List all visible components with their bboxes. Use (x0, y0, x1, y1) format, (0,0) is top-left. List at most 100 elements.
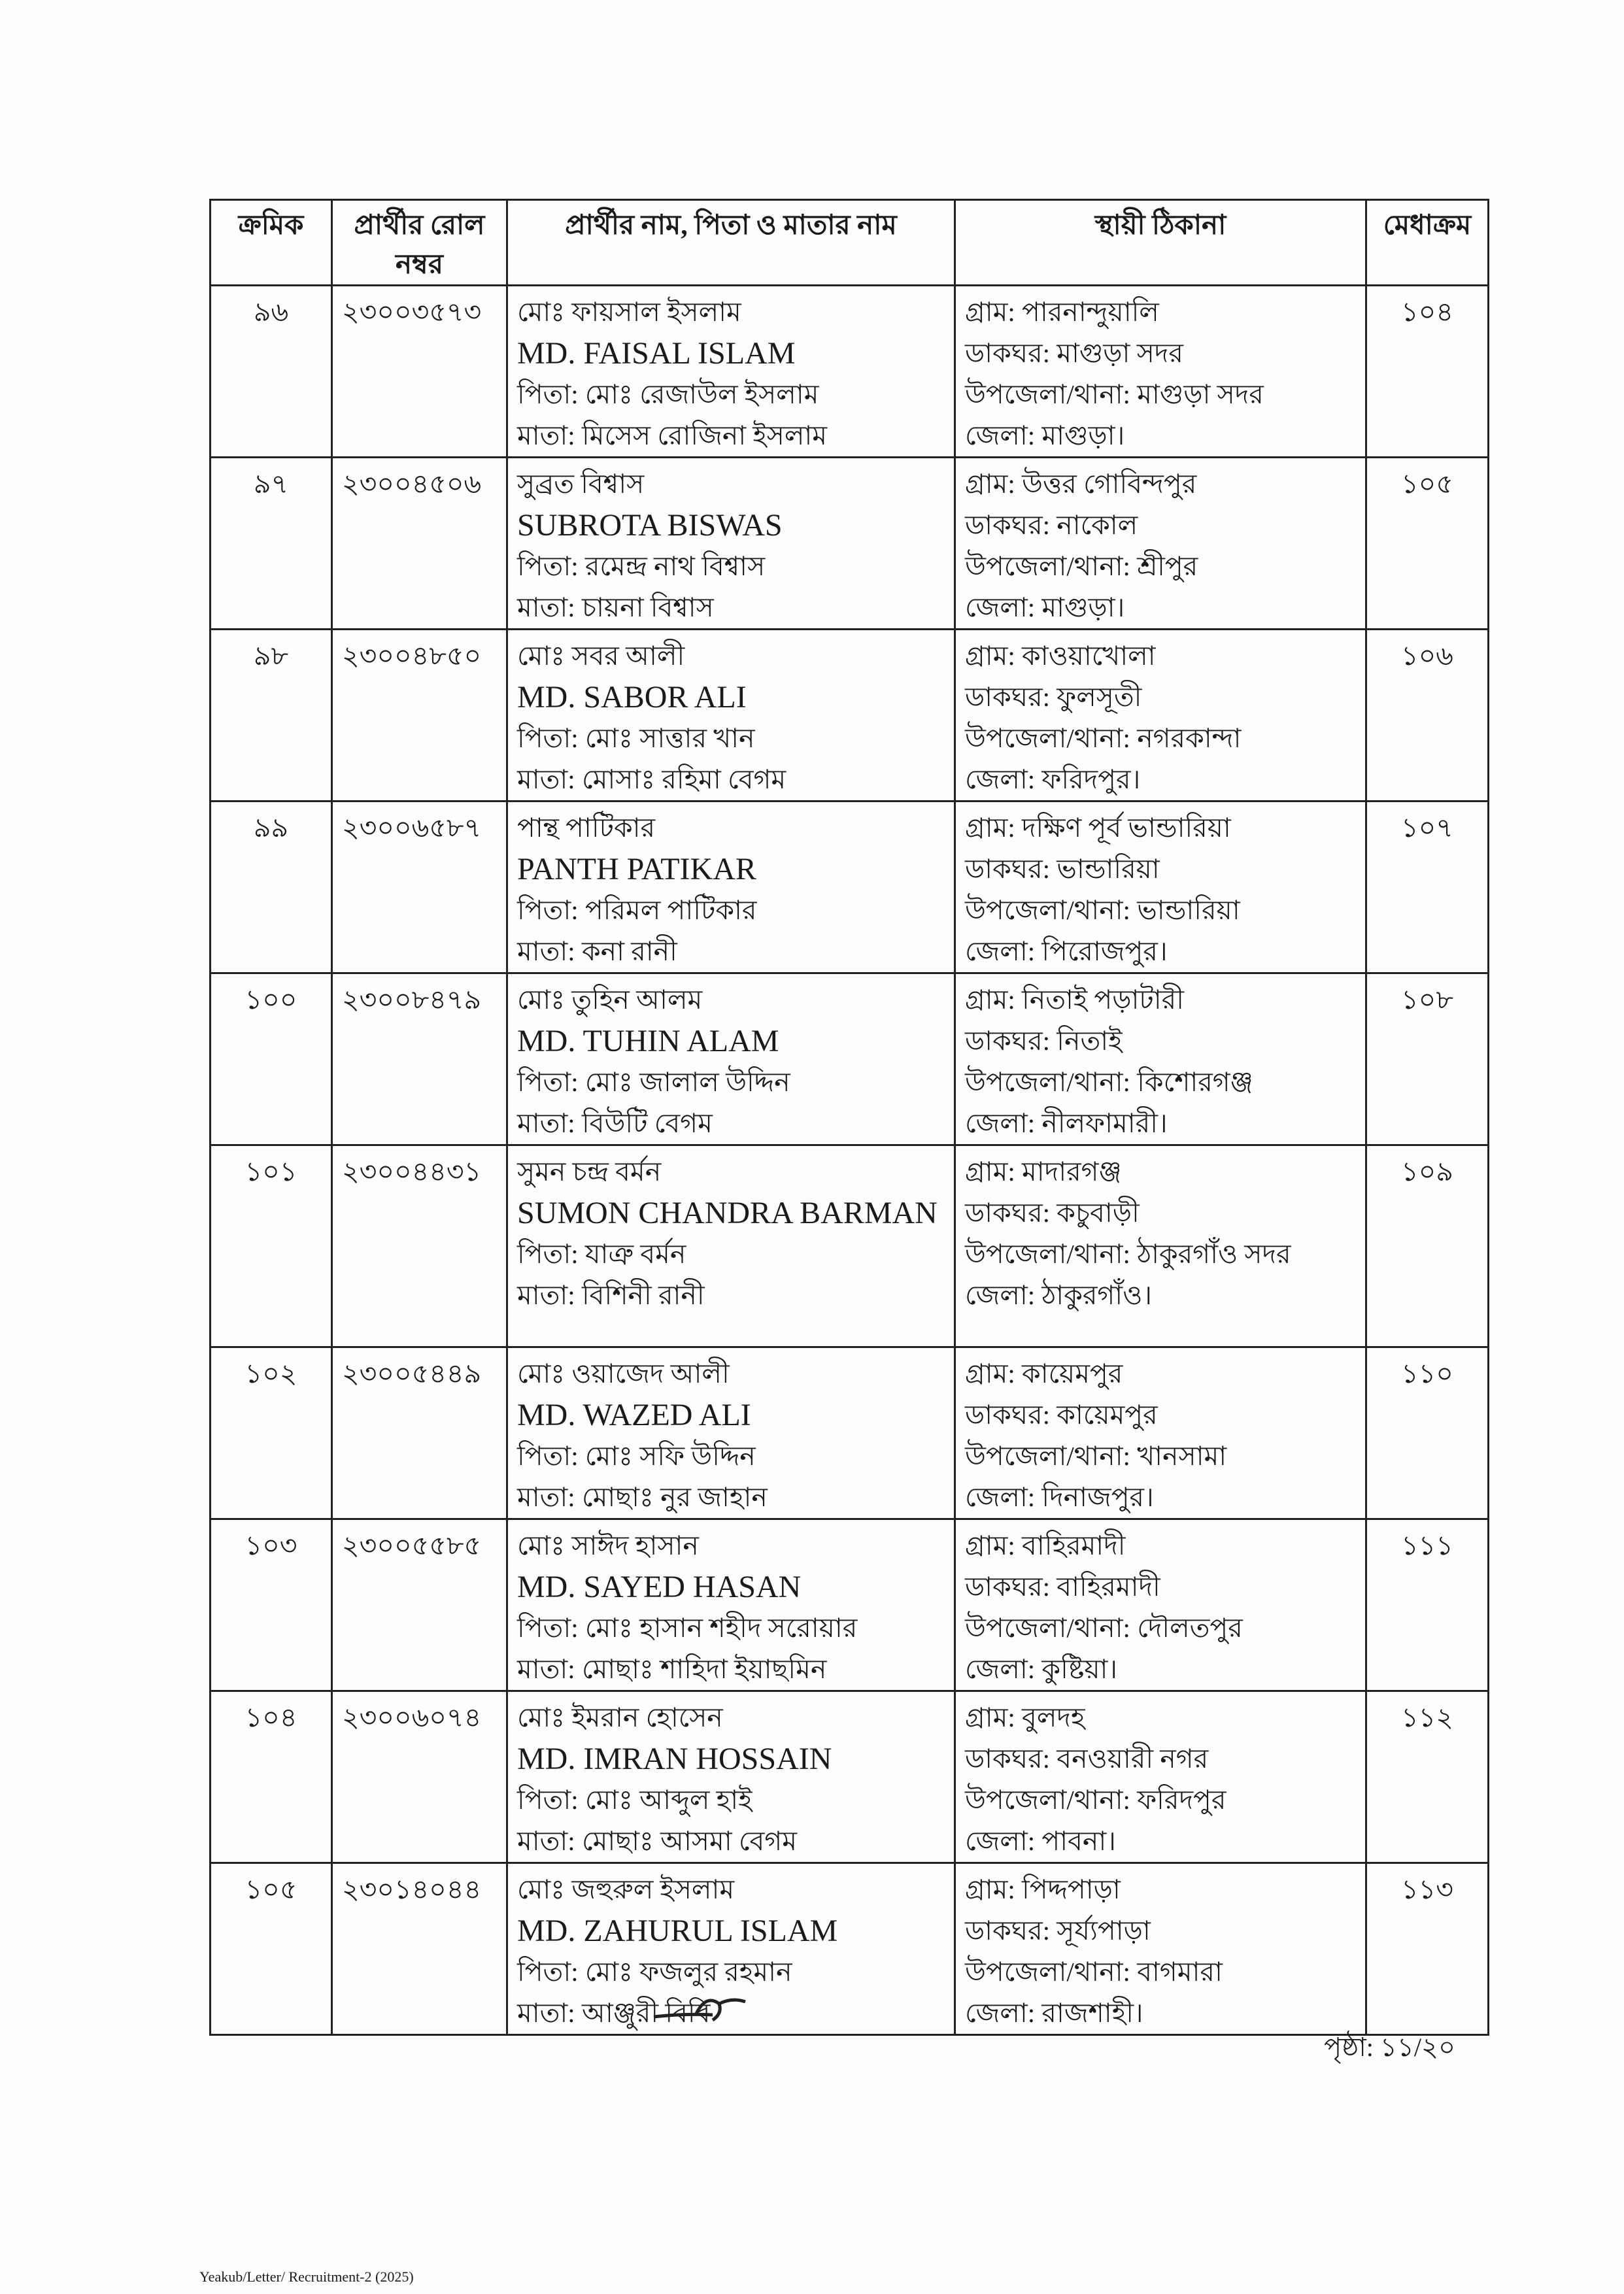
candidate-name-en: MD. ZAHURUL ISLAM (517, 1914, 838, 1948)
address-line: ডাকঘর: মাগুড়া সদর (965, 338, 1183, 368)
father-name: পিতা: মোঃ রেজাউল ইসলাম (517, 379, 819, 409)
roll-cell: ২৩০০৬০৭৪ (331, 1690, 508, 1864)
mother-name: মাতা: বিশিনী রানী (517, 1280, 705, 1310)
candidate-name-en: MD. SAYED HASAN (517, 1570, 802, 1604)
candidate-name-bn: পান্থ পাটিকার (517, 813, 656, 843)
address-line: ডাকঘর: সূর্য্যপাড়া (965, 1915, 1151, 1946)
mother-name: মাতা: চায়না বিশ্বাস (517, 592, 714, 622)
header-serial: ক্রমিক (209, 199, 333, 286)
address-line: গ্রাম: কাওয়াখোলা (965, 641, 1156, 671)
signature (653, 1998, 746, 2022)
address-line: উপজেলা/থানা: মাগুড়া সদর (965, 379, 1264, 409)
address-line: জেলা: ফরিদপুর। (965, 764, 1141, 794)
merit-cell: ১০৬ (1365, 628, 1489, 802)
name-cell: মোঃ সাঈদ হাসান MD. SAYED HASAN পিতা: মোঃ হ… (506, 1518, 956, 1692)
father-name: পিতা: পরিমল পাটিকার (517, 895, 757, 925)
roll-cell: ২৩০০৪৪৩১ (331, 1144, 508, 1348)
address-line: উপজেলা/থানা: শ্রীপুর (965, 551, 1198, 581)
serial-cell: ৯৯ (209, 800, 333, 974)
address-line: জেলা: দিনাজপুর। (965, 1482, 1154, 1512)
address-line: গ্রাম: পিদ্দপাড়া (965, 1874, 1121, 1904)
candidate-name-bn: মোঃ সাঈদ হাসান (517, 1530, 699, 1560)
table-row: ১০৫ ২৩০১৪০৪৪ মোঃ জহুরুল ইসলাম MD. ZAHURUL I… (209, 1862, 1489, 2036)
address-line: জেলা: মাগুড়া। (965, 592, 1125, 622)
address-cell: গ্রাম: পারনান্দুয়ালি ডাকঘর: মাগুড়া সদর উ… (954, 284, 1367, 458)
address-line: গ্রাম: দক্ষিণ পূর্ব ভান্ডারিয়া (965, 813, 1231, 843)
table-row: ৯৭ ২৩০০৪৫০৬ সুব্রত বিশ্বাস SUBROTA BISWAS পি… (209, 456, 1489, 630)
candidate-table: ক্রমিক প্রার্থীর রোল নম্বর প্রার্থীর নাম… (209, 199, 1489, 2036)
father-name: পিতা: মোঃ সাত্তার খান (517, 723, 755, 753)
serial-cell: ১০২ (209, 1346, 333, 1520)
father-name: পিতা: মোঃ আব্দুল হাই (517, 1785, 753, 1815)
address-line: জেলা: পিরোজপুর। (965, 936, 1168, 966)
roll-cell: ২৩০১৪০৪৪ (331, 1862, 508, 2036)
name-cell: মোঃ ওয়াজেদ আলী MD. WAZED ALI পিতা: মোঃ সফ… (506, 1346, 956, 1520)
address-line: ডাকঘর: ভান্ডারিয়া (965, 854, 1160, 884)
address-line: উপজেলা/থানা: ফরিদপুর (965, 1785, 1226, 1815)
candidate-name-en: MD. WAZED ALI (517, 1398, 751, 1432)
mother-name: মাতা: বিউটি বেগম (517, 1108, 713, 1138)
address-cell: গ্রাম: বুলদহ ডাকঘর: বনওয়ারী নগর উপজেলা/থা… (954, 1690, 1367, 1864)
merit-cell: ১০৯ (1365, 1144, 1489, 1348)
merit-cell: ১১১ (1365, 1518, 1489, 1692)
father-name: পিতা: যাত্রু বর্মন (517, 1239, 686, 1269)
page-number: পৃষ্ঠা: ১১/২০ (1324, 2033, 1455, 2062)
mother-name: মাতা: আঞ্জুরী বিবি (517, 1998, 711, 2028)
address-cell: গ্রাম: উত্তর গোবিন্দপুর ডাকঘর: নাকোল উপজেল… (954, 456, 1367, 630)
merit-cell: ১১০ (1365, 1346, 1489, 1520)
table-row: ১০০ ২৩০০৮৪৭৯ মোঃ তুহিন আলম MD. TUHIN ALAM পি… (209, 972, 1489, 1146)
table-row: ১০২ ২৩০০৫৪৪৯ মোঃ ওয়াজেদ আলী MD. WAZED ALI প… (209, 1346, 1489, 1520)
address-line: ডাকঘর: কচুবাড়ী (965, 1198, 1140, 1228)
address-cell: গ্রাম: বাহিরমাদী ডাকঘর: বাহিরমাদী উপজেলা/থ… (954, 1518, 1367, 1692)
serial-cell: ৯৮ (209, 628, 333, 802)
address-line: জেলা: নীলফামারী। (965, 1108, 1168, 1138)
candidate-name-en: MD. IMRAN HOSSAIN (517, 1742, 832, 1776)
address-line: উপজেলা/থানা: ঠাকুরগাঁও সদর (965, 1239, 1291, 1269)
address-line: ডাকঘর: ফুলসূতী (965, 682, 1142, 712)
merit-cell: ১০৮ (1365, 972, 1489, 1146)
table-row: ৯৬ ২৩০০৩৫৭৩ মোঃ ফায়সাল ইসলাম MD. FAISAL IS… (209, 284, 1489, 458)
candidate-name-bn: মোঃ জহুরুল ইসলাম (517, 1874, 735, 1904)
father-name: পিতা: রমেন্দ্র নাথ বিশ্বাস (517, 551, 766, 581)
merit-cell: ১০৭ (1365, 800, 1489, 974)
address-line: জেলা: ঠাকুরগাঁও। (965, 1280, 1153, 1310)
roll-cell: ২৩০০৫৫৮৫ (331, 1518, 508, 1692)
roll-cell: ২৩০০৪৮৫০ (331, 628, 508, 802)
address-line: ডাকঘর: বনওয়ারী নগর (965, 1744, 1209, 1774)
table-row: ৯৯ ২৩০০৬৫৮৭ পান্থ পাটিকার PANTH PATIKAR পিতা… (209, 800, 1489, 974)
address-line: ডাকঘর: বাহিরমাদী (965, 1572, 1160, 1602)
name-cell: মোঃ ইমরান হোসেন MD. IMRAN HOSSAIN পিতা: মো… (506, 1690, 956, 1864)
candidate-name-en: MD. FAISAL ISLAM (517, 336, 796, 371)
candidate-name-bn: সুমন চন্দ্র বর্মন (517, 1156, 662, 1187)
mother-name: মাতা: মোছাঃ আসমা বেগম (517, 1826, 797, 1856)
merit-cell: ১০৫ (1365, 456, 1489, 630)
address-cell: গ্রাম: কায়েমপুর ডাকঘর: কায়েমপুর উপজেলা/থ… (954, 1346, 1367, 1520)
serial-cell: ১০১ (209, 1144, 333, 1348)
address-line: উপজেলা/থানা: বাগমারা (965, 1957, 1223, 1987)
address-line: ডাকঘর: নিতাই (965, 1026, 1123, 1056)
address-line: জেলা: পাবনা। (965, 1826, 1116, 1856)
address-line: ডাকঘর: নাকোল (965, 510, 1138, 540)
address-line: গ্রাম: কায়েমপুর (965, 1358, 1123, 1389)
candidate-name-en: MD. TUHIN ALAM (517, 1024, 779, 1058)
address-line: ডাকঘর: কায়েমপুর (965, 1400, 1158, 1430)
serial-cell: ৯৭ (209, 456, 333, 630)
address-line: গ্রাম: বাহিরমাদী (965, 1530, 1126, 1560)
header-name: প্রার্থীর নাম, পিতা ও মাতার নাম (506, 199, 956, 286)
name-cell: মোঃ ফায়সাল ইসলাম MD. FAISAL ISLAM পিতা: ম… (506, 284, 956, 458)
address-cell: গ্রাম: দক্ষিণ পূর্ব ভান্ডারিয়া ডাকঘর: ভা… (954, 800, 1367, 974)
address-line: উপজেলা/থানা: ভান্ডারিয়া (965, 895, 1240, 925)
table-row: ১০৪ ২৩০০৬০৭৪ মোঃ ইমরান হোসেন MD. IMRAN HOSS… (209, 1690, 1489, 1864)
name-cell: মোঃ সবর আলী MD. SABOR ALI পিতা: মোঃ সাত্তা… (506, 628, 956, 802)
address-cell: গ্রাম: নিতাই পড়াটারী ডাকঘর: নিতাই উপজেলা/… (954, 972, 1367, 1146)
table-row: ১০১ ২৩০০৪৪৩১ সুমন চন্দ্র বর্মন SUMON CHANDR… (209, 1144, 1489, 1348)
mother-name: মাতা: মোছাঃ শাহিদা ইয়াছমিন (517, 1654, 827, 1684)
serial-cell: ১০৫ (209, 1862, 333, 2036)
father-name: পিতা: মোঃ জালাল উদ্দিন (517, 1067, 790, 1097)
roll-cell: ২৩০০৬৫৮৭ (331, 800, 508, 974)
name-cell: মোঃ জহুরুল ইসলাম MD. ZAHURUL ISLAM পিতা: ম… (506, 1862, 956, 2036)
table-row: ৯৮ ২৩০০৪৮৫০ মোঃ সবর আলী MD. SABOR ALI পিতা: … (209, 628, 1489, 802)
address-line: উপজেলা/থানা: কিশোরগঞ্জ (965, 1067, 1253, 1097)
candidate-name-bn: মোঃ ইমরান হোসেন (517, 1702, 723, 1732)
address-line: গ্রাম: বুলদহ (965, 1702, 1085, 1732)
